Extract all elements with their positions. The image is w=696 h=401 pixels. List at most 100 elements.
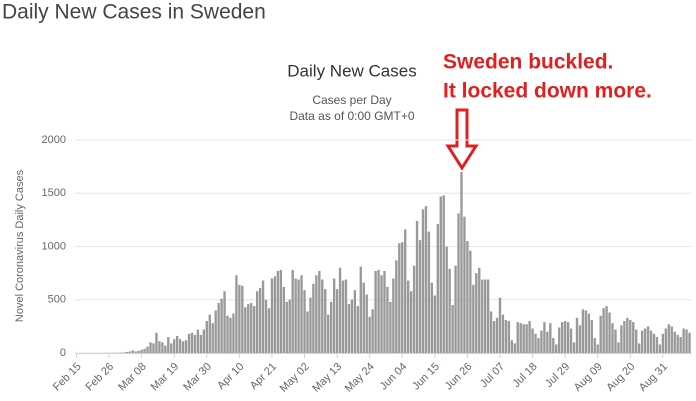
- bar: [549, 323, 552, 353]
- bar: [640, 330, 644, 353]
- x-tick-label: Aug 20: [604, 361, 637, 394]
- x-tick-label: Apr 21: [248, 361, 279, 392]
- bar: [235, 275, 238, 353]
- bar: [199, 334, 203, 353]
- bar: [368, 316, 371, 353]
- bar: [412, 265, 416, 353]
- bar: [433, 295, 437, 353]
- bar: [436, 224, 439, 353]
- chart-subtitle: Cases per Day: [312, 93, 391, 107]
- bar: [252, 306, 256, 353]
- bar: [264, 299, 268, 353]
- bar: [321, 279, 324, 353]
- bar: [214, 310, 217, 353]
- bar: [175, 335, 179, 353]
- bar: [469, 250, 472, 353]
- bar: [483, 279, 487, 353]
- bar: [599, 315, 602, 353]
- bar: [501, 314, 505, 353]
- bar: [688, 332, 691, 353]
- bar: [629, 319, 632, 353]
- bar: [205, 321, 208, 353]
- bar: [401, 242, 404, 353]
- x-tick-label: Mar 08: [116, 361, 149, 394]
- bar: [241, 285, 244, 353]
- bar: [128, 351, 131, 353]
- y-tick-label: 500: [48, 294, 66, 306]
- bar: [389, 301, 392, 353]
- bar: [661, 333, 665, 353]
- bar: [492, 321, 496, 353]
- bar: [528, 321, 531, 353]
- bar: [637, 343, 641, 353]
- bar: [430, 282, 434, 353]
- bar: [386, 286, 389, 353]
- bar: [635, 329, 638, 353]
- bar: [424, 206, 428, 353]
- x-tick-label: May 24: [343, 361, 377, 395]
- y-tick-label: 0: [60, 347, 66, 359]
- x-tick-label: Jul 29: [543, 361, 572, 390]
- bar: [406, 280, 410, 353]
- bar: [581, 309, 585, 353]
- bar: [267, 308, 271, 353]
- bar: [602, 308, 605, 353]
- bar: [223, 291, 226, 353]
- bar: [193, 334, 197, 353]
- bar: [255, 291, 259, 353]
- bar: [649, 330, 653, 353]
- bar: [303, 290, 306, 353]
- x-tick-label: Aug 31: [637, 361, 670, 394]
- bar: [605, 306, 608, 353]
- bar: [398, 243, 401, 353]
- y-tick-label: 1000: [42, 240, 66, 252]
- bar: [552, 338, 555, 353]
- x-tick-label: Jun 15: [410, 361, 442, 393]
- bar: [134, 351, 137, 353]
- bar: [232, 313, 235, 353]
- x-tick-label: Feb 26: [84, 361, 117, 394]
- bar: [297, 279, 300, 353]
- bar: [196, 329, 200, 353]
- bar: [347, 304, 351, 353]
- bar: [566, 322, 570, 353]
- bar: [327, 314, 330, 353]
- bar: [362, 282, 365, 353]
- bar: [217, 302, 220, 353]
- bar: [572, 342, 576, 353]
- bar: [285, 301, 288, 353]
- bar: [244, 307, 247, 353]
- bar: [167, 337, 170, 353]
- bar: [161, 342, 164, 353]
- bar: [324, 289, 327, 353]
- bar: [646, 326, 650, 353]
- bar: [685, 329, 688, 353]
- bar: [652, 333, 656, 353]
- bar: [395, 260, 398, 353]
- bar: [454, 265, 457, 353]
- bar: [632, 322, 635, 353]
- bar: [466, 241, 469, 353]
- bar: [451, 305, 454, 353]
- bar: [655, 337, 659, 353]
- bar: [513, 343, 516, 353]
- bar: [377, 269, 380, 353]
- bar: [409, 291, 413, 353]
- bar: [187, 333, 191, 353]
- bar: [679, 337, 682, 353]
- bar: [282, 286, 285, 353]
- bar: [445, 246, 448, 353]
- bar: [415, 220, 419, 353]
- bar: [341, 280, 345, 353]
- bar: [439, 196, 442, 353]
- bar: [418, 240, 422, 353]
- bar: [288, 299, 291, 353]
- bar: [534, 333, 537, 353]
- bar: [125, 351, 129, 353]
- bar: [510, 340, 514, 353]
- bar: [184, 340, 188, 353]
- bar: [608, 312, 611, 353]
- bar: [374, 270, 377, 353]
- bar: [442, 195, 445, 353]
- bar: [478, 267, 481, 353]
